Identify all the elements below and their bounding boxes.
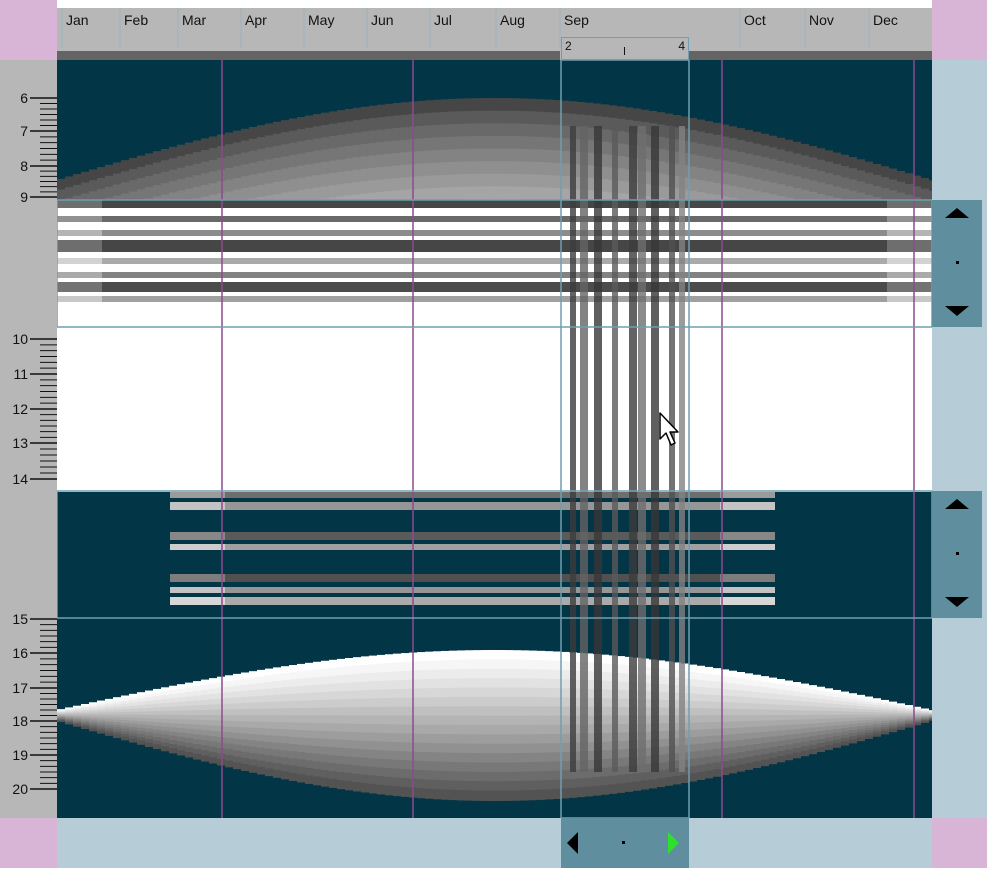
day-ruler-start: 2 — [565, 39, 572, 53]
corner-top-left — [0, 0, 57, 60]
month-label-mar[interactable]: Mar — [182, 12, 207, 28]
selected-days-region[interactable] — [560, 60, 690, 818]
month-label-nov[interactable]: Nov — [809, 12, 834, 28]
upper-zoom-down-icon[interactable] — [945, 306, 969, 316]
upper-zoom-center-icon[interactable] — [956, 261, 959, 264]
month-label-aug[interactable]: Aug — [500, 12, 525, 28]
hour-label-16: 16 — [12, 645, 28, 661]
hour-label-12: 12 — [12, 401, 28, 417]
hour-label-14: 14 — [12, 471, 28, 487]
upper-zoom-stripes — [57, 200, 932, 302]
hour-label-7: 7 — [20, 123, 28, 139]
month-label-jun[interactable]: Jun — [371, 12, 394, 28]
date-nav-next-icon[interactable] — [668, 832, 679, 854]
upper-zoom-controls — [932, 200, 982, 327]
bottom-panel — [57, 818, 932, 868]
day-ruler-tick — [624, 47, 625, 55]
month-label-jan[interactable]: Jan — [66, 12, 89, 28]
lower-zoom-down-icon[interactable] — [945, 597, 969, 607]
hour-ticks — [30, 97, 57, 790]
upper-zoom-region[interactable] — [57, 199, 932, 328]
lower-zoom-up-icon[interactable] — [945, 499, 969, 509]
hour-label-11: 11 — [13, 366, 28, 382]
month-ticks — [57, 8, 932, 60]
month-label-dec[interactable]: Dec — [873, 12, 898, 28]
hour-label-8: 8 — [20, 158, 28, 174]
lower-zoom-controls — [932, 491, 982, 618]
month-header[interactable] — [57, 8, 932, 60]
date-nav-center-icon[interactable] — [622, 841, 625, 844]
hour-label-10: 10 — [12, 331, 28, 347]
hour-label-13: 13 — [12, 435, 28, 451]
month-dividers — [221, 60, 915, 818]
corner-top-right — [932, 0, 987, 60]
month-label-oct[interactable]: Oct — [744, 12, 766, 28]
hour-label-18: 18 — [12, 713, 28, 729]
hour-label-6: 6 — [20, 90, 28, 106]
month-label-may[interactable]: May — [308, 12, 335, 28]
hour-label-15: 15 — [12, 611, 28, 627]
date-nav-prev-icon[interactable] — [567, 832, 578, 854]
month-label-sep[interactable]: Sep — [564, 12, 589, 28]
corner-bottom-left — [0, 818, 57, 868]
hour-label-19: 19 — [12, 747, 28, 763]
date-nav-controls — [561, 818, 689, 868]
month-label-jul[interactable]: Jul — [434, 12, 452, 28]
selected-days-stripes — [570, 126, 685, 772]
hour-label-9: 9 — [20, 189, 28, 205]
hour-label-17: 17 — [12, 680, 28, 696]
upper-zoom-up-icon[interactable] — [945, 208, 969, 218]
daylight-plot[interactable] — [57, 60, 932, 818]
day-ruler-end: 4 — [678, 39, 685, 53]
right-panel — [932, 60, 987, 818]
lower-zoom-stripes — [170, 492, 775, 605]
lower-zoom-region[interactable] — [57, 490, 932, 619]
month-label-apr[interactable]: Apr — [245, 12, 267, 28]
month-label-feb[interactable]: Feb — [124, 12, 149, 28]
corner-bottom-right — [932, 818, 987, 868]
hour-axis[interactable] — [0, 60, 57, 818]
hour-label-20: 20 — [12, 781, 28, 797]
mouse-pointer-icon — [659, 412, 679, 446]
lower-zoom-center-icon[interactable] — [956, 552, 959, 555]
day-ruler[interactable]: 2 4 — [561, 37, 689, 60]
